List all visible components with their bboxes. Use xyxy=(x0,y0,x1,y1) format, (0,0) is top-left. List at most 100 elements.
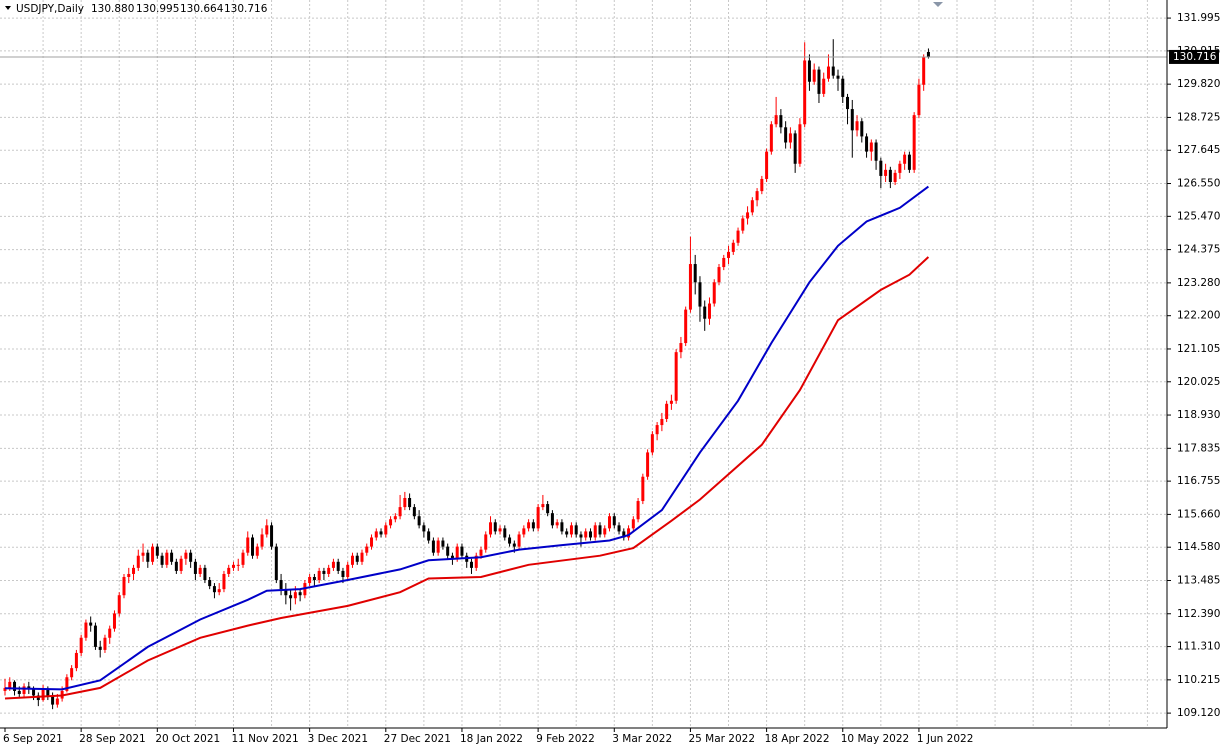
candle-body xyxy=(746,212,750,219)
candle-body xyxy=(593,525,597,538)
candle-body xyxy=(469,561,473,568)
candle-body xyxy=(293,592,297,599)
candle-body xyxy=(265,525,269,535)
candle-body xyxy=(403,497,407,508)
candle-body xyxy=(674,352,678,401)
candle-body xyxy=(222,573,226,590)
candle-body xyxy=(17,690,21,694)
candle-body xyxy=(117,595,121,614)
candle-body xyxy=(98,646,102,650)
candle-body xyxy=(793,133,797,164)
candle-body xyxy=(784,127,788,143)
shift-marker[interactable] xyxy=(933,2,943,7)
y-tick-label: 109.120 xyxy=(1177,707,1220,719)
candle-body xyxy=(755,191,759,201)
candle-body xyxy=(355,555,359,562)
candle-body xyxy=(336,561,340,571)
candle-body xyxy=(246,537,250,553)
candle-body xyxy=(341,570,345,577)
x-tick-label: 9 Feb 2022 xyxy=(536,733,595,745)
header-high: 130.995 xyxy=(136,3,179,15)
candle-body xyxy=(612,516,616,526)
menu-arrow[interactable] xyxy=(5,6,11,10)
candle-body xyxy=(860,121,864,137)
candle-body xyxy=(574,525,578,535)
candle-body xyxy=(289,595,293,599)
candle-body xyxy=(436,540,440,553)
header-low: 130.664 xyxy=(180,3,224,15)
candle-body xyxy=(322,570,326,574)
y-tick-label: 131.995 xyxy=(1177,12,1220,24)
candle-body xyxy=(184,552,188,559)
candle-body xyxy=(503,528,507,538)
candle-body xyxy=(141,552,145,556)
candle-body xyxy=(769,124,773,152)
candle-body xyxy=(41,689,45,701)
candle-body xyxy=(617,525,621,532)
candle-body xyxy=(365,546,369,553)
candle-body xyxy=(79,637,83,653)
candle-body xyxy=(46,689,50,696)
candle-body xyxy=(731,242,735,252)
candle-body xyxy=(22,686,26,694)
candle-body xyxy=(569,525,573,535)
candle-body xyxy=(317,570,321,581)
candle-body xyxy=(588,531,592,538)
candle-body xyxy=(450,555,454,559)
candle-body xyxy=(160,555,164,565)
candle-body xyxy=(884,169,888,176)
x-tick-label: 18 Jan 2022 xyxy=(460,733,523,745)
candle-body xyxy=(36,695,40,701)
candle-body xyxy=(427,531,431,541)
candle-body xyxy=(903,154,907,164)
candle-body xyxy=(179,558,183,571)
candle-body xyxy=(279,580,283,590)
candle-body xyxy=(108,628,112,638)
candle-body xyxy=(536,507,540,529)
candle-body xyxy=(665,403,669,419)
candle-body xyxy=(260,534,264,547)
moving-average-line xyxy=(4,185,929,691)
candle-body xyxy=(212,586,216,593)
y-tick-label: 116.755 xyxy=(1177,475,1220,487)
candle-body xyxy=(3,687,7,691)
candle-body xyxy=(312,576,316,581)
candle-body xyxy=(646,452,650,477)
x-tick-label: 28 Sep 2021 xyxy=(79,733,146,745)
candle-body xyxy=(460,546,464,556)
candle-body xyxy=(346,564,350,577)
candle-body xyxy=(360,552,364,562)
candle-body xyxy=(555,522,559,526)
candle-body xyxy=(907,154,911,170)
candle-body xyxy=(241,552,245,565)
y-tick-label: 117.835 xyxy=(1177,442,1220,454)
x-tick-label: 18 Apr 2022 xyxy=(765,733,830,745)
candle-body xyxy=(898,163,902,173)
candle-body xyxy=(389,519,393,526)
candle-body xyxy=(517,534,521,547)
candle-body xyxy=(146,552,150,562)
candle-body xyxy=(112,613,116,629)
candle-body xyxy=(698,282,702,307)
candle-body xyxy=(841,78,845,97)
candle-body xyxy=(217,589,221,593)
candle-body xyxy=(484,534,488,550)
candle-body xyxy=(193,561,197,574)
candle-body xyxy=(122,576,126,596)
candle-body xyxy=(774,115,778,125)
y-tick-label: 126.550 xyxy=(1177,178,1220,190)
candle-body xyxy=(508,537,512,544)
candle-body xyxy=(350,555,354,565)
candle-body xyxy=(274,546,278,581)
y-tick-label: 124.375 xyxy=(1177,244,1220,256)
candle-body xyxy=(441,540,445,547)
candle-body xyxy=(203,567,207,581)
y-tick-label: 112.390 xyxy=(1177,608,1220,620)
y-tick-label: 113.485 xyxy=(1177,574,1220,586)
candle-body xyxy=(922,57,926,85)
candle-body xyxy=(455,546,459,559)
candle-body xyxy=(917,84,921,116)
y-tick-label: 121.105 xyxy=(1177,343,1220,355)
candle-body xyxy=(13,681,17,691)
